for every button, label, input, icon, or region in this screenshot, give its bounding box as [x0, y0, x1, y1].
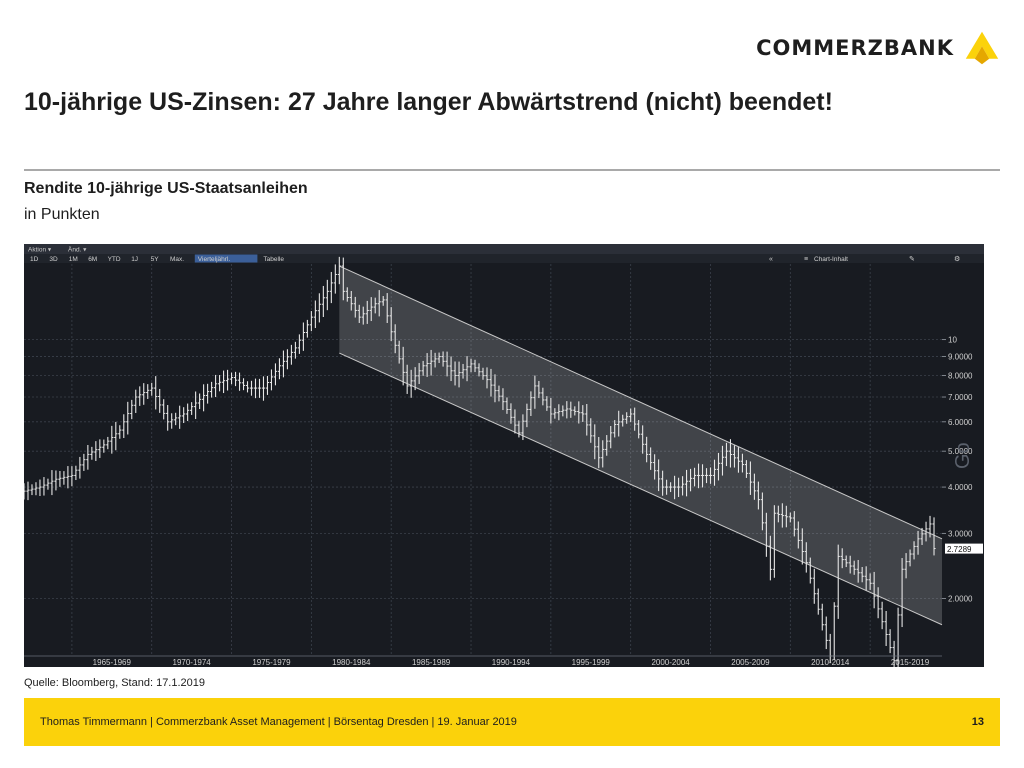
- x-tick-label-8: 2005-2009: [731, 658, 770, 667]
- footer-bar: Thomas Timmermann | Commerzbank Asset Ma…: [24, 698, 1000, 746]
- page-title: 10-jährige US-Zinsen: 27 Jahre langer Ab…: [24, 88, 833, 116]
- trend-line-upper: [339, 265, 943, 540]
- settings-icon: ⚙: [954, 255, 960, 263]
- edit-icon: ✎: [909, 256, 915, 263]
- range-button-3[interactable]: 6M: [88, 256, 97, 263]
- x-tick-label-10: 2015-2019: [891, 658, 930, 667]
- range-button-9[interactable]: Tabelle: [263, 256, 284, 263]
- y-tick-label-8: 2.0000: [948, 595, 973, 604]
- x-tick-label-1: 1970-1974: [173, 658, 212, 667]
- y-tick-label-0: 10: [948, 336, 957, 345]
- commerzbank-logo: COMMERZBANK: [756, 30, 1000, 66]
- y-tick-label-4: 6.0000: [948, 418, 973, 427]
- footer-text: Thomas Timmermann | Commerzbank Asset Ma…: [40, 716, 517, 728]
- bloomberg-yield-chart: Aktion ▾ Änd. ▾ 1D 3D 1M 6M YTD 1J 5Y Max. Vierte…: [24, 244, 984, 667]
- price-bars: [24, 256, 936, 667]
- unit-label: in Punkten: [24, 206, 100, 223]
- commerzbank-ribbon-icon: [965, 31, 999, 65]
- terminal-toolbar: [24, 254, 984, 263]
- range-button-0[interactable]: 1D: [30, 256, 39, 263]
- terminal-range-toolbar: 1D 3D 1M 6M YTD 1J 5Y Max. Vierteljährl. Tabelle C…: [30, 254, 960, 263]
- page-number: 13: [971, 716, 984, 728]
- range-button-6[interactable]: 5Y: [151, 256, 160, 263]
- collapse-icon: «: [769, 256, 773, 263]
- y-tick-label-5: 5.0000: [948, 447, 973, 456]
- x-tick-label-5: 1990-1994: [492, 658, 531, 667]
- range-active-highlight: [194, 254, 258, 263]
- y-tick-label-3: 7.0000: [948, 393, 973, 402]
- y-tick-label-7: 3.0000: [948, 529, 973, 538]
- watermark-go: Go: [952, 442, 974, 469]
- y-tick-label-6: 4.0000: [948, 483, 973, 492]
- menu-item-0: Aktion ▾: [28, 247, 52, 254]
- terminal-menubar: [24, 244, 984, 254]
- x-tick-label-9: 2010-2014: [811, 658, 850, 667]
- trend-channel: [339, 265, 943, 626]
- chart-background: [24, 244, 984, 667]
- range-button-4[interactable]: YTD: [108, 256, 121, 263]
- chart-subtitle: Rendite 10-jährige US-Staatsanleihen: [24, 180, 308, 197]
- menu-item-1: Änd. ▾: [68, 246, 87, 254]
- range-button-7[interactable]: Max.: [170, 256, 184, 263]
- x-tick-label-3: 1980-1984: [332, 658, 371, 667]
- trend-channel-fill: [339, 266, 942, 625]
- range-button-5[interactable]: 1J: [131, 256, 138, 263]
- brand-name: COMMERZBANK: [756, 36, 954, 60]
- range-button-8[interactable]: Vierteljährl.: [198, 256, 231, 263]
- x-axis: 1965-1969 1970-1974 1975-1979 1980-1984 1985…: [24, 655, 942, 667]
- y-tick-label-2: 8.0000: [948, 372, 973, 381]
- y-tick-label-1: 9.0000: [948, 353, 973, 362]
- x-tick-label-4: 1985-1989: [412, 658, 451, 667]
- last-value-box: [945, 543, 983, 554]
- x-tick-label-0: 1965-1969: [93, 658, 132, 667]
- chart-content-icon: ≡: [804, 256, 808, 263]
- source-note: Quelle: Bloomberg, Stand: 17.1.2019: [24, 677, 206, 689]
- x-tick-label-2: 1975-1979: [252, 658, 291, 667]
- terminal-menu: Aktion ▾ Änd. ▾: [28, 246, 87, 254]
- chart-content-button[interactable]: Chart-Inhalt: [814, 256, 848, 263]
- range-button-1[interactable]: 3D: [49, 256, 58, 263]
- trend-line-lower: [339, 352, 943, 626]
- range-button-2[interactable]: 1M: [69, 256, 78, 263]
- last-value-label: 2.7289: [947, 545, 972, 554]
- x-tick-label-7: 2000-2004: [651, 658, 690, 667]
- y-axis: 10 9.0000 8.0000 7.0000 6.0000 5.0000 4.0000 3.…: [942, 336, 983, 604]
- x-tick-label-6: 1995-1999: [572, 658, 611, 667]
- title-divider: [24, 169, 1000, 171]
